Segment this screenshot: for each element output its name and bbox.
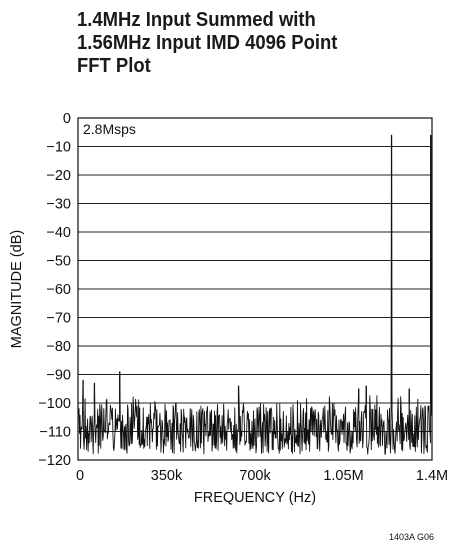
y-tick-label: 0	[63, 111, 71, 127]
chart-title-line-3: FFT Plot	[77, 54, 151, 77]
y-tick-label: −50	[46, 254, 71, 270]
plot-frame	[77, 117, 433, 461]
y-axis-label: MAGNITUDE (dB)	[9, 230, 25, 348]
x-tick-label: 700k	[239, 468, 271, 484]
y-tick-label: −30	[46, 197, 71, 213]
y-tick-label: −80	[46, 339, 71, 355]
y-tick-label: −20	[46, 168, 71, 184]
x-tick-label: 0	[76, 468, 84, 484]
chart-title-line-1: 1.4MHz Input Summed with	[77, 8, 316, 31]
sample-rate-annotation: 2.8Msps	[83, 121, 136, 137]
x-tick-label: 1.4M	[416, 468, 448, 484]
y-tick-label: −60	[46, 282, 71, 298]
y-tick-label: −110	[39, 425, 71, 441]
y-tick-label: −40	[46, 225, 71, 241]
y-tick-label: −90	[46, 368, 71, 384]
tick-labels: 0 −10 −20 −30 −40 −50 −60 −70 −80 −90 −100 −110 −120…	[38, 111, 448, 484]
chart-title: 1.4MHz Input Summed with 1.56MHz Input I…	[77, 8, 401, 77]
x-tick-label: 1.05M	[323, 468, 363, 484]
y-tick-label: −100	[38, 396, 71, 412]
x-axis-label: FREQUENCY (Hz)	[194, 490, 316, 506]
figure-code: 1403A G06	[389, 532, 434, 542]
x-tick-label: 350k	[151, 468, 183, 484]
y-tick-label: −120	[38, 453, 71, 469]
chart-title-line-2: 1.56MHz Input IMD 4096 Point	[77, 31, 338, 54]
spectrum-trace	[77, 134, 433, 455]
spectrum-line	[77, 134, 433, 455]
grid-lines	[78, 146, 432, 432]
y-tick-label: −10	[46, 140, 71, 156]
y-tick-label: −70	[46, 311, 71, 327]
